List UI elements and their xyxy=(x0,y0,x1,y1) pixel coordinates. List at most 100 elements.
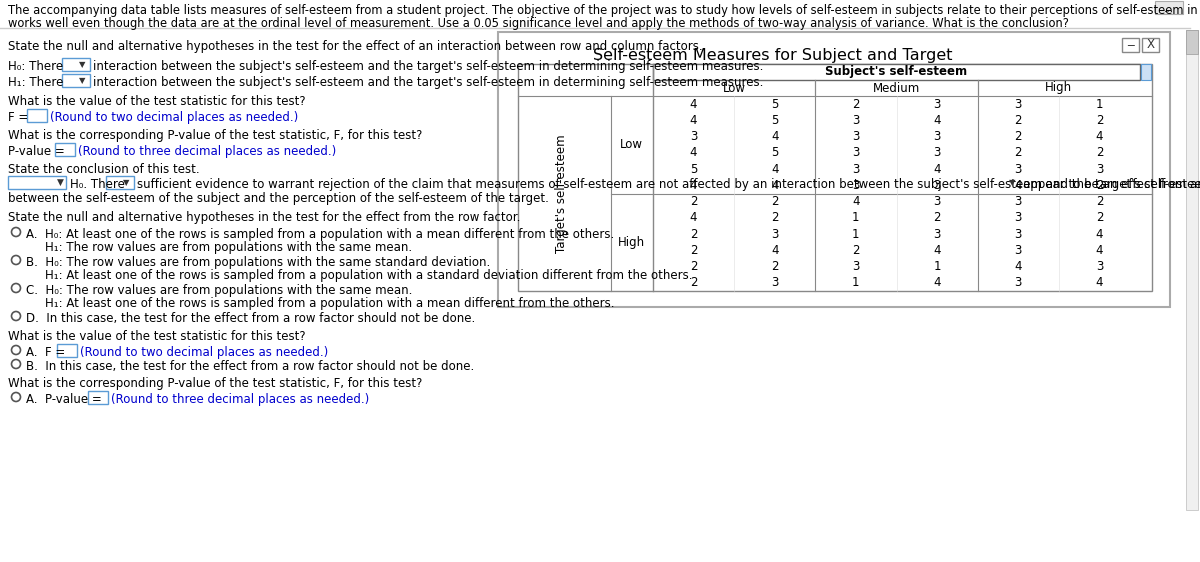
Text: 5: 5 xyxy=(690,162,697,175)
Text: H₁: The row values are from populations with the same mean.: H₁: The row values are from populations … xyxy=(46,241,412,254)
Text: 5: 5 xyxy=(772,98,779,111)
Text: 4: 4 xyxy=(1096,244,1103,257)
Bar xyxy=(1141,64,1151,80)
Text: 2: 2 xyxy=(1096,179,1103,192)
Text: works well even though the data are at the ordinal level of measurement. Use a 0: works well even though the data are at t… xyxy=(8,17,1069,30)
Text: 2: 2 xyxy=(690,260,697,273)
Text: State the null and alternative hypotheses in the test for the effect of an inter: State the null and alternative hypothese… xyxy=(8,40,703,53)
Text: 3: 3 xyxy=(852,146,859,160)
Text: 3: 3 xyxy=(934,179,941,192)
Text: High: High xyxy=(618,235,644,249)
Text: 5: 5 xyxy=(772,114,779,127)
Text: Self-esteem Measures for Subject and Target: Self-esteem Measures for Subject and Tar… xyxy=(593,48,953,63)
Text: 2: 2 xyxy=(1096,146,1103,160)
Text: 4: 4 xyxy=(934,277,941,289)
Text: H₁: At least one of the rows is sampled from a population with a mean different : H₁: At least one of the rows is sampled … xyxy=(46,297,614,310)
Text: 4: 4 xyxy=(772,130,779,143)
Bar xyxy=(1142,38,1159,52)
Text: 2: 2 xyxy=(690,195,697,208)
Bar xyxy=(518,64,1152,291)
Text: (Round to three decimal places as needed.): (Round to three decimal places as needed… xyxy=(112,393,370,406)
Text: 3: 3 xyxy=(1014,228,1022,241)
Text: 3: 3 xyxy=(852,179,859,192)
Text: 4: 4 xyxy=(1096,228,1103,241)
Text: sufficient evidence to warrant rejection of the claim that measurems of self-est: sufficient evidence to warrant rejection… xyxy=(137,178,1200,191)
Text: 4: 4 xyxy=(690,146,697,160)
Text: H₀. There: H₀. There xyxy=(70,178,125,191)
Text: 2: 2 xyxy=(772,211,779,224)
Text: 3: 3 xyxy=(852,130,859,143)
Text: ▼: ▼ xyxy=(1008,178,1015,187)
Text: 4: 4 xyxy=(934,114,941,127)
Text: 4: 4 xyxy=(934,162,941,175)
Bar xyxy=(992,176,1020,189)
Text: A.  P-value =: A. P-value = xyxy=(26,393,106,406)
Bar xyxy=(498,32,1170,307)
Text: A.  H₀: At least one of the rows is sampled from a population with a mean differ: A. H₀: At least one of the rows is sampl… xyxy=(26,228,614,241)
Text: 2: 2 xyxy=(1096,114,1103,127)
Circle shape xyxy=(12,311,20,320)
Text: 3: 3 xyxy=(690,130,697,143)
Bar xyxy=(62,58,90,71)
Circle shape xyxy=(12,256,20,265)
Text: Low: Low xyxy=(619,138,642,151)
Text: 2: 2 xyxy=(934,211,941,224)
Bar xyxy=(1154,1,1183,14)
Text: 3: 3 xyxy=(934,130,941,143)
Text: 2: 2 xyxy=(1096,195,1103,208)
Bar xyxy=(106,176,134,189)
Text: 2: 2 xyxy=(852,244,859,257)
Circle shape xyxy=(12,228,20,237)
Text: What is the corresponding P-value of the test statistic, F, for this test?: What is the corresponding P-value of the… xyxy=(8,377,422,390)
Text: interaction between the subject's self-esteem and the target's self-esteem in de: interaction between the subject's self-e… xyxy=(94,60,763,73)
Text: B.  In this case, the test for the effect from a row factor should not be done.: B. In this case, the test for the effect… xyxy=(26,360,474,373)
Text: ▼: ▼ xyxy=(58,178,64,187)
Text: 3: 3 xyxy=(1014,211,1022,224)
Text: 4: 4 xyxy=(1014,179,1022,192)
Text: 3: 3 xyxy=(934,195,941,208)
Text: (Round to two decimal places as needed.): (Round to two decimal places as needed.) xyxy=(80,346,329,359)
Text: A.  F =: A. F = xyxy=(26,346,70,359)
Text: 2: 2 xyxy=(772,260,779,273)
Text: 1: 1 xyxy=(934,260,941,273)
Text: 4: 4 xyxy=(690,211,697,224)
Text: 3: 3 xyxy=(852,114,859,127)
Circle shape xyxy=(12,360,20,369)
Bar xyxy=(62,74,90,87)
Text: 3: 3 xyxy=(1014,195,1022,208)
Text: 2: 2 xyxy=(690,228,697,241)
Text: 3: 3 xyxy=(934,146,941,160)
Text: 3: 3 xyxy=(772,228,779,241)
Text: What is the value of the test statistic for this test?: What is the value of the test statistic … xyxy=(8,95,306,108)
Text: 3: 3 xyxy=(934,98,941,111)
Text: 4: 4 xyxy=(690,179,697,192)
Text: 4: 4 xyxy=(1096,130,1103,143)
Text: Low: Low xyxy=(722,81,745,94)
Bar xyxy=(1122,38,1139,52)
Circle shape xyxy=(12,346,20,355)
Bar xyxy=(88,391,108,404)
Text: X: X xyxy=(1146,39,1154,52)
Text: 1: 1 xyxy=(1096,98,1103,111)
Text: interaction between the subject's self-esteem and the target's self-esteem in de: interaction between the subject's self-e… xyxy=(94,76,763,89)
Text: 3: 3 xyxy=(1014,162,1022,175)
Text: C.  H₀: The row values are from populations with the same mean.: C. H₀: The row values are from populatio… xyxy=(26,284,413,297)
Bar xyxy=(653,64,1140,80)
Text: 4: 4 xyxy=(690,114,697,127)
Text: 4: 4 xyxy=(934,244,941,257)
Text: ▼: ▼ xyxy=(122,178,130,187)
Text: 4: 4 xyxy=(690,98,697,111)
Text: 4: 4 xyxy=(772,179,779,192)
Text: 3: 3 xyxy=(852,162,859,175)
Text: 3: 3 xyxy=(934,228,941,241)
Text: 1: 1 xyxy=(852,228,859,241)
Bar xyxy=(28,109,47,122)
Text: 2: 2 xyxy=(852,98,859,111)
Circle shape xyxy=(12,392,20,401)
Bar xyxy=(8,176,66,189)
Bar xyxy=(58,344,77,357)
Text: (Round to three decimal places as needed.): (Round to three decimal places as needed… xyxy=(78,145,336,158)
Text: 4: 4 xyxy=(772,244,779,257)
Text: 2: 2 xyxy=(772,195,779,208)
Text: 3: 3 xyxy=(852,260,859,273)
